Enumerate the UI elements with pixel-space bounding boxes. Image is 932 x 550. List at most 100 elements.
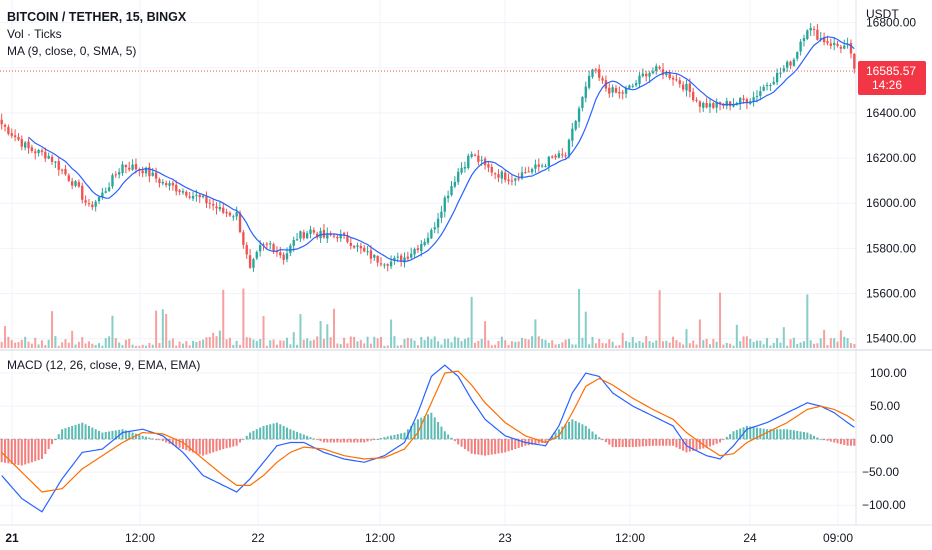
histogram-bar: [554, 432, 557, 440]
histogram-bar: [101, 432, 104, 440]
last-price-value: 16585.57: [866, 64, 916, 78]
histogram-bar: [601, 439, 604, 441]
histogram-bar: [715, 439, 718, 444]
candle-body: [608, 87, 611, 94]
volume-bar: [782, 327, 785, 348]
histogram-bar: [510, 439, 513, 451]
volume-bar: [735, 324, 738, 348]
candle-body: [406, 256, 410, 259]
volume-bar: [363, 343, 366, 348]
volume-bar: [692, 340, 695, 348]
histogram-bar: [282, 425, 285, 440]
volume-bar: [51, 311, 54, 348]
histogram-bar: [688, 439, 691, 452]
histogram-bar: [356, 439, 359, 443]
macd-tick-label: −50.00: [862, 465, 899, 479]
volume-bar: [121, 345, 124, 348]
macd-legend[interactable]: MACD (12, 26, close, 9, EMA, EMA): [7, 358, 200, 372]
histogram-bar: [826, 439, 829, 441]
ma-legend[interactable]: MA (9, close, 0, SMA, 5): [7, 44, 136, 58]
volume-bar: [54, 336, 57, 348]
histogram-bar: [286, 427, 289, 440]
candle-body: [403, 257, 406, 263]
volume-bar: [497, 341, 500, 348]
volume-legend[interactable]: Vol · Ticks: [7, 27, 62, 41]
candle-body: [201, 195, 205, 198]
candle-body: [782, 68, 786, 72]
candle-body: [60, 169, 64, 171]
volume-bar: [373, 336, 376, 348]
histogram-bar: [789, 429, 792, 440]
volume-bar: [108, 336, 111, 348]
histogram-bar: [416, 419, 419, 440]
candle-body: [349, 242, 352, 246]
histogram-bar: [745, 425, 748, 440]
histogram-bar: [336, 439, 339, 443]
histogram-bar: [54, 439, 57, 441]
candle-body: [154, 172, 158, 179]
volume-bar: [24, 336, 27, 348]
volume-bar: [255, 340, 258, 348]
volume-bar: [319, 321, 322, 348]
volume-bar: [786, 345, 789, 348]
macd-axis[interactable]: 100.00 50.00 0.00 −50.00 −100.00: [862, 366, 907, 512]
ma-line: [28, 36, 855, 263]
volume-bar: [400, 344, 403, 348]
volume-bar: [722, 344, 725, 348]
volume-bar: [84, 343, 87, 348]
volume-bar: [517, 341, 520, 348]
volume-bar: [457, 337, 460, 348]
histogram-bar: [719, 439, 722, 443]
time-axis[interactable]: 21 12:00 22 12:00 23 12:00 24 09:00: [5, 531, 853, 545]
histogram-bar: [457, 439, 460, 445]
symbol-title[interactable]: BITCOIN / TETHER, 15, BINGX: [7, 10, 187, 24]
histogram-bar: [598, 437, 601, 440]
candle-body: [175, 184, 178, 192]
volume-bar: [232, 344, 235, 348]
volume-bar: [635, 342, 638, 348]
candle-body: [265, 243, 269, 245]
histogram-bar: [702, 439, 705, 449]
candle-body: [295, 239, 299, 241]
candle-body: [661, 69, 665, 75]
histogram-bar: [695, 439, 698, 451]
volume-bar: [379, 336, 383, 348]
histogram-bar: [396, 434, 399, 440]
volume-bar: [228, 337, 231, 348]
volume-bar: [433, 336, 436, 348]
candle-body: [30, 147, 34, 151]
candle-body: [144, 167, 148, 174]
volume-bar: [279, 340, 282, 348]
volume-bar: [614, 345, 617, 348]
histogram-bar: [255, 429, 258, 440]
candle-body: [104, 191, 107, 193]
volume-bar: [792, 337, 795, 348]
candle-body: [641, 73, 645, 77]
volume-bar: [443, 338, 446, 348]
volume-bar: [410, 338, 413, 348]
volume-bar: [766, 338, 769, 348]
candle-body: [849, 42, 853, 54]
candle-body: [50, 156, 54, 162]
volume-bar: [510, 341, 513, 348]
candle-body: [57, 161, 60, 170]
histogram-bar: [645, 439, 648, 447]
histogram-bar: [4, 439, 7, 463]
histogram-bar: [359, 439, 362, 443]
volume-bar: [806, 294, 809, 348]
histogram-bar: [222, 439, 225, 450]
volume-bar: [218, 330, 221, 348]
candle-body: [245, 245, 248, 255]
volume-bar: [98, 343, 101, 348]
histogram-bar: [316, 439, 319, 441]
volume-bar: [77, 341, 80, 348]
histogram-bar: [648, 439, 651, 446]
volume-bar: [477, 340, 480, 348]
candle-body: [822, 37, 826, 43]
candle-body: [829, 43, 832, 46]
histogram-bar: [725, 436, 728, 440]
volume-bar: [262, 316, 265, 348]
histogram-bar: [846, 439, 849, 446]
grid-lines: [0, 0, 856, 525]
